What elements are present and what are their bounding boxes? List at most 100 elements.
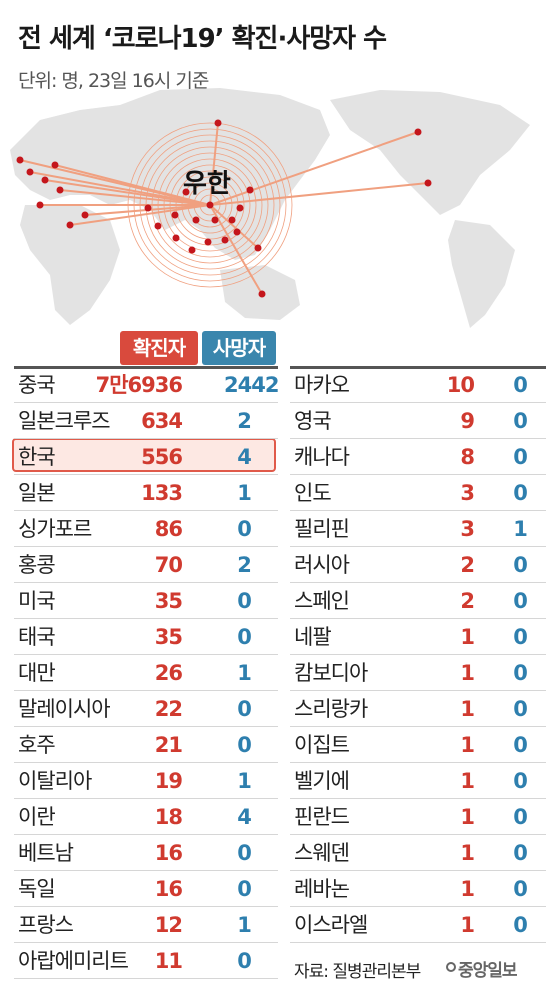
deaths-value: 0 (513, 625, 528, 649)
deaths-value: 0 (237, 625, 252, 649)
table-row: 마카오 10 0 (290, 367, 546, 403)
case-dot (414, 128, 422, 136)
deaths-value: 0 (513, 841, 528, 865)
confirmed-value: 556 (141, 445, 183, 469)
korea-highlight (12, 438, 276, 472)
country-name: 독일 (18, 877, 56, 901)
table-row: 대만 26 1 (14, 655, 278, 691)
table-row: 이란 18 4 (14, 799, 278, 835)
country-name: 러시아 (294, 553, 350, 577)
table-row: 벨기에 1 0 (290, 763, 546, 799)
table-top-line-right (290, 366, 546, 369)
case-dot (81, 211, 89, 219)
country-name: 일본 (18, 481, 56, 505)
confirmed-value: 35 (154, 625, 183, 649)
deaths-value: 0 (237, 697, 252, 721)
deaths-value: 0 (237, 517, 252, 541)
case-dot (144, 204, 152, 212)
confirmed-value: 16 (154, 841, 183, 865)
deaths-value: 0 (237, 949, 252, 973)
table-top-line-left (14, 366, 278, 369)
country-name: 스리랑카 (294, 697, 368, 721)
case-dot (204, 238, 212, 246)
deaths-value: 0 (513, 409, 528, 433)
case-dot (36, 201, 44, 209)
table-row: 싱가포르 86 0 (14, 511, 278, 547)
country-name: 스페인 (294, 589, 350, 613)
deaths-value: 1 (237, 481, 252, 505)
table-row: 핀란드 1 0 (290, 799, 546, 835)
confirmed-value: 22 (154, 697, 183, 721)
confirmed-value: 1 (460, 805, 475, 829)
confirmed-value: 3 (460, 481, 475, 505)
deaths-value: 2 (237, 409, 252, 433)
case-dot (51, 161, 59, 169)
case-dot (171, 211, 179, 219)
deaths-value: 0 (237, 733, 252, 757)
table-row: 스페인 2 0 (290, 583, 546, 619)
case-dot (16, 156, 24, 164)
table-row: 말레이시아 22 0 (14, 691, 278, 727)
country-name: 홍콩 (18, 553, 56, 577)
country-name: 대만 (18, 661, 56, 685)
confirmed-value: 70 (154, 553, 183, 577)
table-row: 스리랑카 1 0 (290, 691, 546, 727)
deaths-value: 1 (513, 517, 528, 541)
deaths-value: 0 (513, 445, 528, 469)
table-row: 러시아 2 0 (290, 547, 546, 583)
country-name: 인도 (294, 481, 332, 505)
deaths-value: 0 (237, 841, 252, 865)
table-row: 베트남 16 0 (14, 835, 278, 871)
table-row: 필리핀 3 1 (290, 511, 546, 547)
brand-name: 중앙일보 (458, 961, 518, 981)
table-row: 인도 3 0 (290, 475, 546, 511)
deaths-value: 0 (237, 877, 252, 901)
world-map: 우한 (10, 88, 530, 328)
table-row: 태국 35 0 (14, 619, 278, 655)
confirmed-value: 1 (460, 877, 475, 901)
case-dot (56, 186, 64, 194)
source-note: 자료: 질병관리본부 (294, 962, 421, 982)
spread-arrow (209, 122, 219, 206)
case-dots (16, 119, 432, 298)
continents (10, 88, 530, 328)
case-dot (192, 216, 200, 224)
deaths-value: 2442 (224, 373, 279, 397)
confirmed-value: 35 (154, 589, 183, 613)
case-dot (188, 246, 196, 254)
spread-arrows (19, 122, 429, 295)
country-name: 스웨덴 (294, 841, 350, 865)
country-name: 아랍에미리트 (18, 949, 129, 973)
spread-arrow (44, 179, 211, 206)
case-dot (211, 216, 219, 224)
case-dot (228, 216, 236, 224)
confirmed-value: 10 (446, 373, 475, 397)
country-name: 핀란드 (294, 805, 350, 829)
spread-arrow (54, 164, 211, 206)
africa-shape (20, 205, 120, 325)
deaths-value: 4 (237, 445, 252, 469)
confirmed-value: 18 (154, 805, 183, 829)
country-name: 프랑스 (18, 913, 74, 937)
case-dot (258, 290, 266, 298)
case-dot (246, 186, 254, 194)
country-name: 미국 (18, 589, 56, 613)
spread-arrow (69, 204, 211, 226)
eurasia-shape (10, 88, 330, 260)
table-row: 한국 556 4 (14, 439, 278, 475)
south-america-shape (448, 220, 515, 328)
country-name: 이탈리아 (18, 769, 92, 793)
deaths-header: 사망자 (202, 331, 276, 365)
case-dot (172, 234, 180, 242)
deaths-value: 0 (513, 553, 528, 577)
country-name: 필리핀 (294, 517, 350, 541)
confirmed-value: 1 (460, 625, 475, 649)
confirmed-value: 21 (154, 733, 183, 757)
country-name: 이스라엘 (294, 913, 368, 937)
table-row: 스웨덴 1 0 (290, 835, 546, 871)
country-name: 이란 (18, 805, 56, 829)
country-name: 말레이시아 (18, 697, 111, 721)
confirmed-value: 8 (460, 445, 475, 469)
case-dot (424, 179, 432, 187)
deaths-value: 0 (513, 373, 528, 397)
